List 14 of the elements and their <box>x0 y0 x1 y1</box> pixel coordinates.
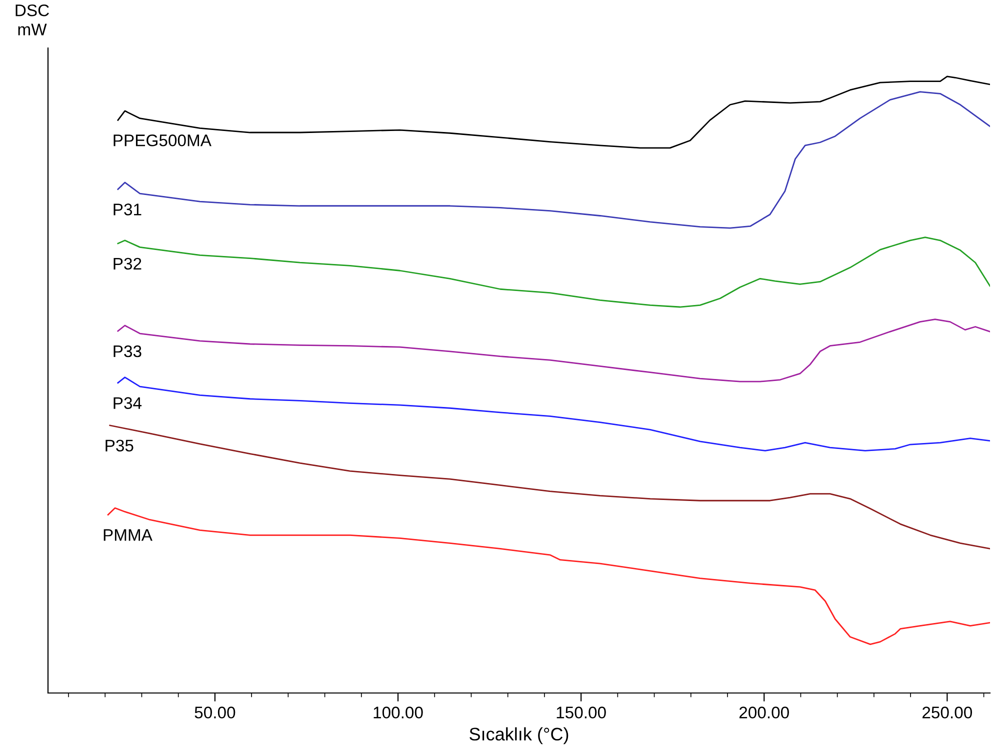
x-axis-title: Sıcaklık (°C) <box>470 727 568 744</box>
series-label: PPEG500MA <box>114 134 212 146</box>
series-label: P35 <box>106 440 134 452</box>
y-axis-title: DSC mW <box>16 4 49 36</box>
x-tick-label: 150.00 <box>556 706 606 718</box>
series-label: P33 <box>114 345 142 358</box>
series-label: P32 <box>114 258 142 270</box>
x-tick-label: 200.00 <box>739 706 789 718</box>
x-tick-label: 250.00 <box>922 706 972 718</box>
series-label: P31 <box>114 204 142 216</box>
x-tick-label: 50.00 <box>194 706 236 718</box>
x-tick-label: 100.00 <box>374 706 423 718</box>
series-label: PMMA <box>104 529 152 541</box>
series-label: P34 <box>114 397 142 409</box>
